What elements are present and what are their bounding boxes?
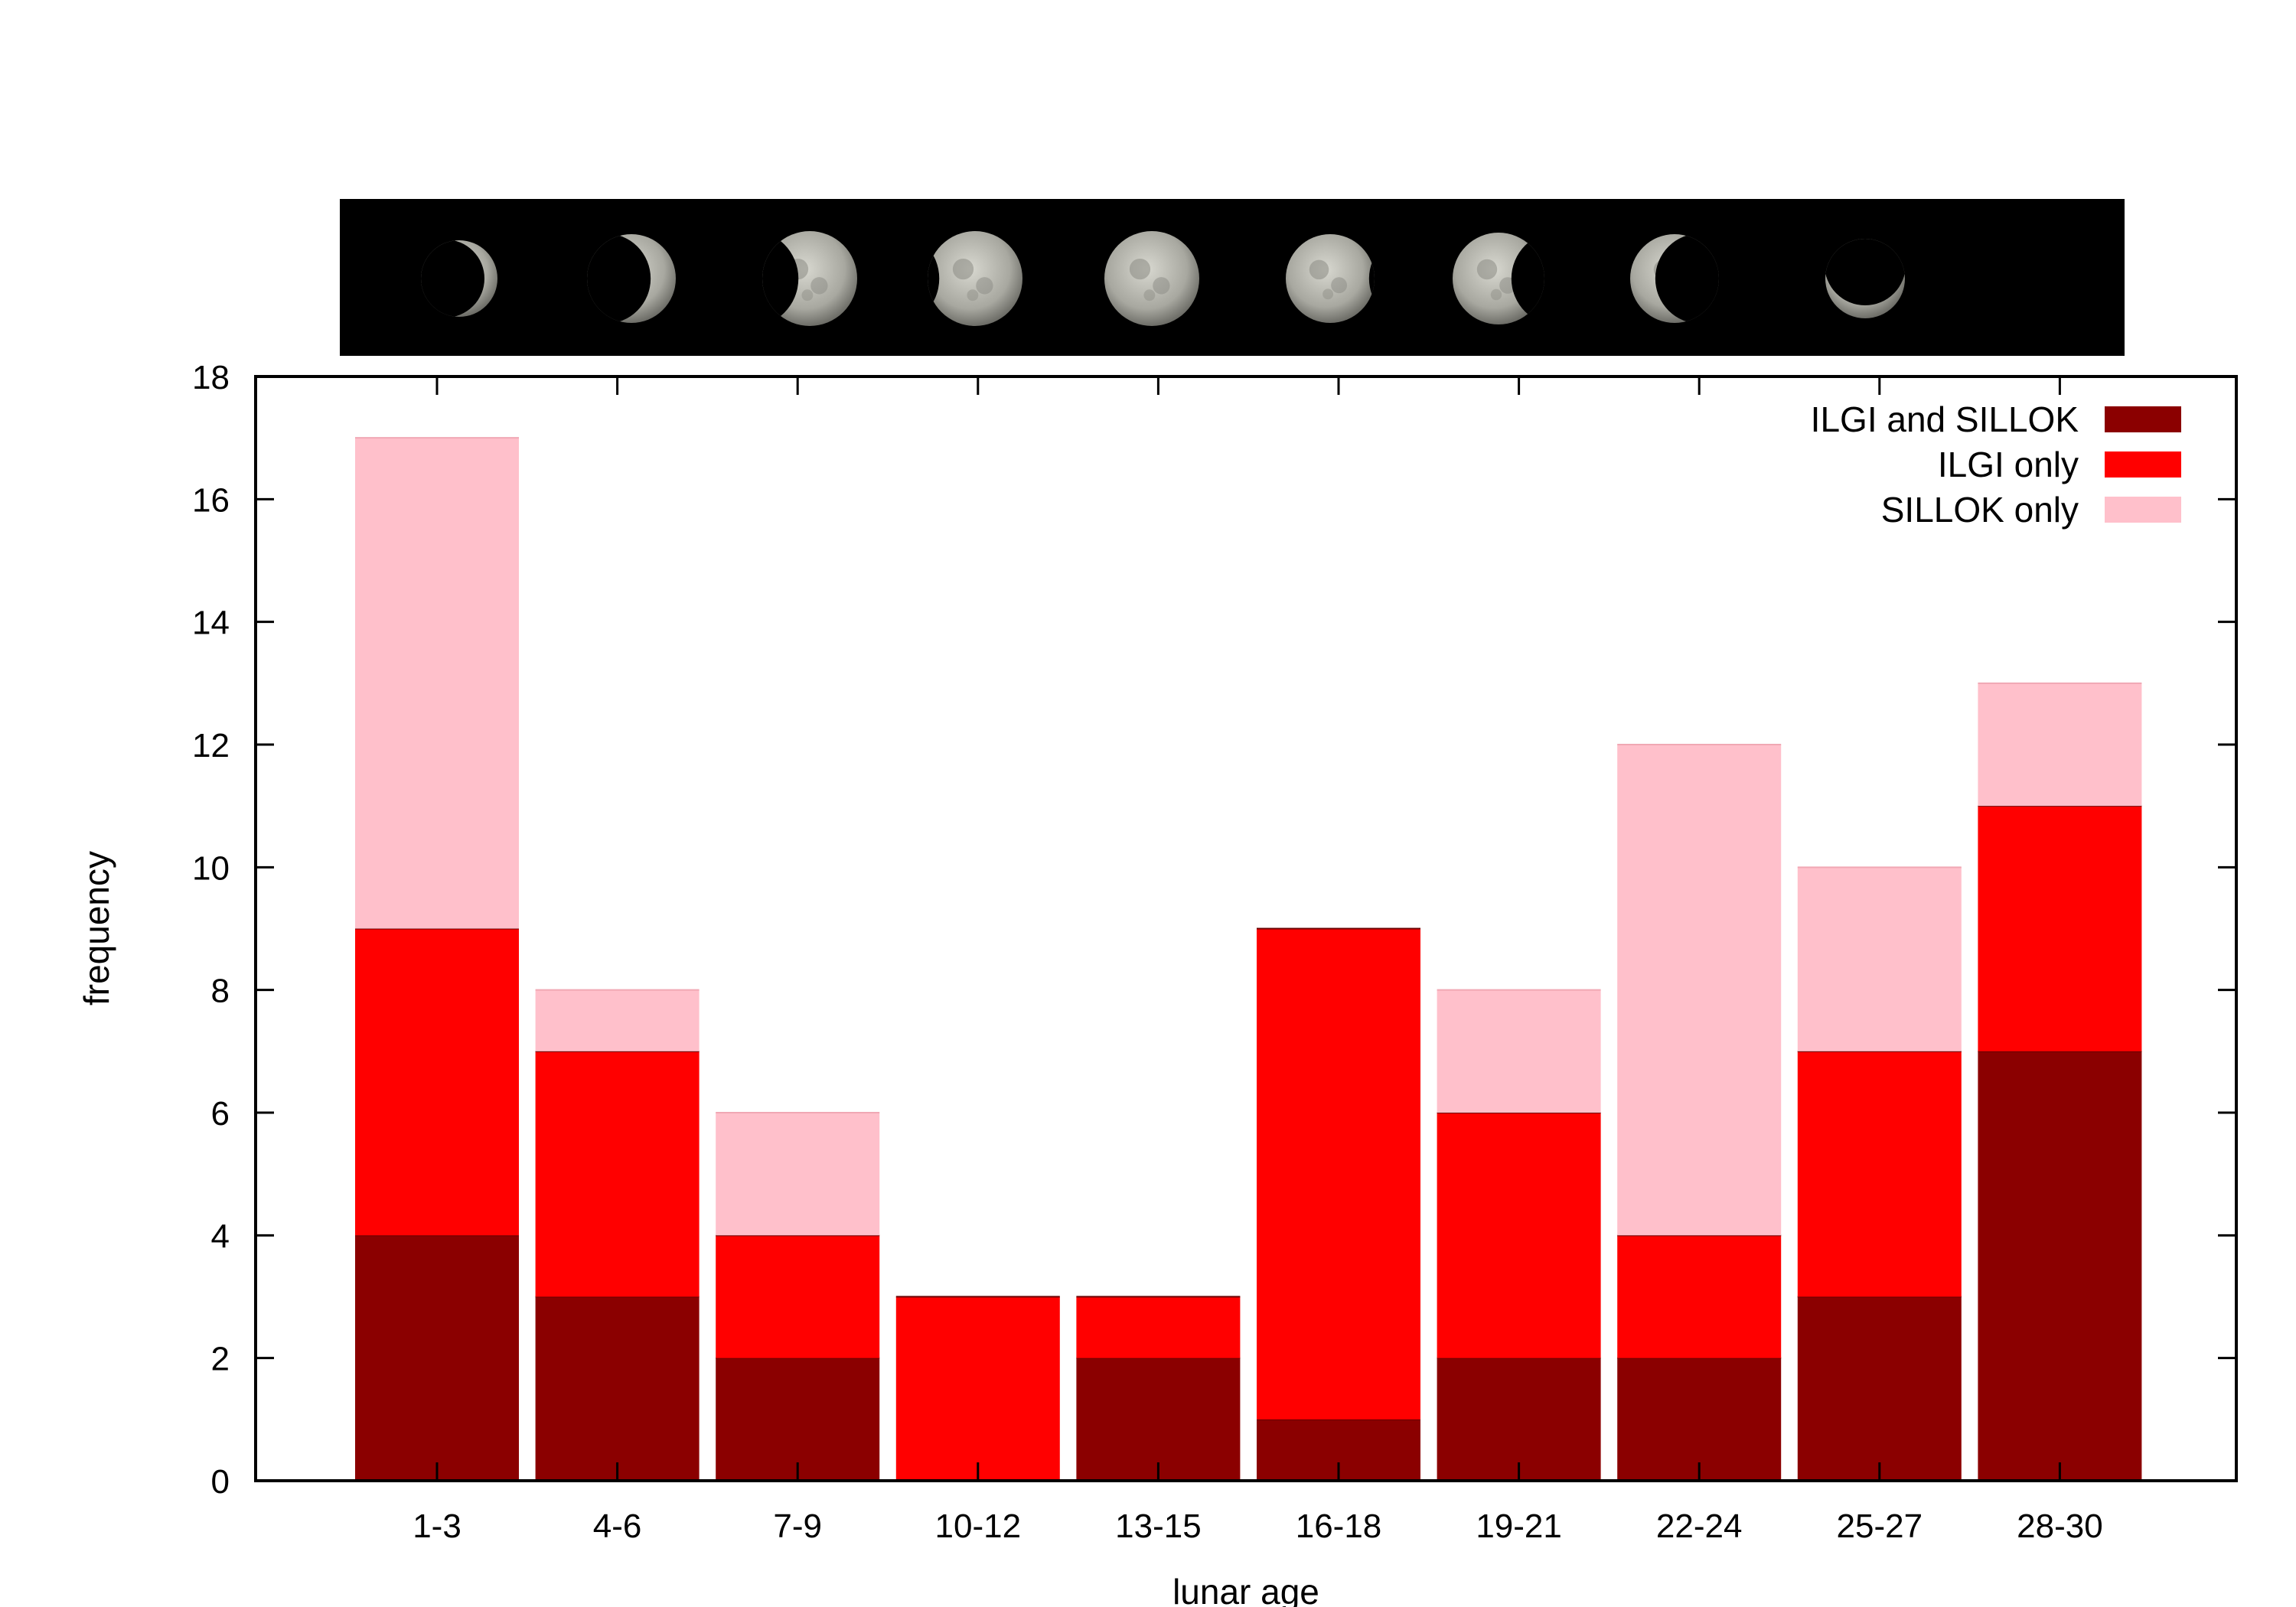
y-tick-label: 6 [211,1095,230,1133]
y-tick-label: 18 [192,359,230,396]
x-tick-label: 7-9 [773,1508,822,1545]
moon-phase-icon [1825,239,1905,318]
x-tick-label: 16-18 [1296,1508,1382,1545]
bar-segment [716,1113,880,1236]
bar-segment [1437,1113,1601,1358]
bar-segment [1617,745,1782,1236]
bar-segment [535,1051,700,1297]
legend-swatch [2105,406,2181,432]
bar-segment [1978,1051,2142,1481]
legend-swatch [2105,451,2181,478]
plot-frame [254,375,2238,1482]
y-tick-label: 16 [192,481,230,519]
bar-segment [716,1358,880,1481]
moon-phase-icon [1104,231,1199,326]
moon-phase-icon [762,231,857,326]
bar-segment [535,989,700,1051]
x-tick-label: 1-3 [413,1508,461,1545]
bar-segment [1978,806,2142,1051]
bar-segment [895,1296,1060,1481]
moon-phase-icon [1286,234,1375,323]
bar-segment [1978,683,2142,807]
x-tick-label: 28-30 [2017,1508,2103,1545]
moon-phase-icon [928,231,1022,326]
bar-segment [1076,1358,1241,1481]
legend-label: ILGI and SILLOK [1811,399,2079,439]
bar-segment [1797,867,1962,1051]
bar-segment [716,1235,880,1358]
x-tick-label: 4-6 [593,1508,642,1545]
moon-phase-icon [1453,233,1544,324]
x-tick-label: 13-15 [1115,1508,1202,1545]
y-tick-label: 14 [192,605,230,642]
y-tick-label: 4 [211,1217,230,1255]
bar-segment [355,928,519,1236]
y-tick-label: 10 [192,849,230,887]
x-tick-label: 25-27 [1837,1508,1923,1545]
y-tick-label: 12 [192,727,230,764]
y-tick-label: 8 [211,973,230,1010]
y-tick-label: 0 [211,1463,230,1501]
x-axis-label: lunar age [1172,1572,1319,1607]
bar-segment [1257,928,1420,1420]
bar-segment [1437,1358,1601,1481]
bar-segment [1797,1051,1962,1297]
legend-label: ILGI only [1938,445,2079,484]
legend-swatch [2105,497,2181,523]
bar-segment [535,1296,700,1481]
moon-phase-strip [340,199,2125,356]
y-axis-label: frequency [77,851,116,1006]
x-tick-label: 10-12 [935,1508,1022,1545]
moon-phases [421,231,1905,326]
bar-segment [355,438,519,929]
bar-segment [1076,1296,1241,1358]
legend-label: SILLOK only [1881,490,2079,530]
bar-segment [1617,1358,1782,1481]
bars-layer [355,437,2142,1481]
legend: ILGI and SILLOK ILGI only SILLOK only [1811,399,2181,530]
x-axis: 1-3 4-6 7-9 10-12 13-15 16-18 19-21 22-24 25-27 2… [413,376,2103,1545]
moon-phase-icon [1630,234,1719,323]
bar-segment [1437,989,1601,1113]
bar-segment [1617,1235,1782,1358]
x-tick-label: 22-24 [1656,1508,1743,1545]
y-axis: 0 2 4 6 8 10 12 14 16 18 [192,359,2236,1501]
x-tick-label: 19-21 [1476,1508,1562,1545]
y-tick-label: 2 [211,1341,230,1378]
bar-segment [1797,1296,1962,1481]
moon-phase-icon [587,234,676,323]
bar-segment [355,1235,519,1481]
